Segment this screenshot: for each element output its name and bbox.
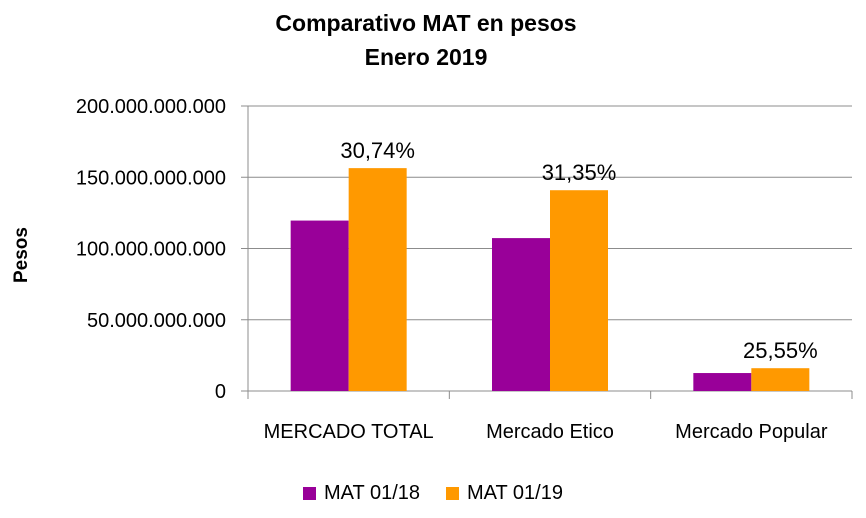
- legend-item-series-2: MAT 01/19: [446, 482, 563, 505]
- y-tick-label: 200.000.000.000: [76, 96, 226, 118]
- data-label: 30,74%: [340, 138, 415, 163]
- bar: [751, 368, 810, 391]
- y-tick-label: 100.000.000.000: [76, 239, 226, 261]
- x-tick-label: Mercado Popular: [675, 421, 828, 443]
- data-label: 25,55%: [743, 338, 818, 363]
- y-tick-label: 150.000.000.000: [76, 167, 226, 189]
- bar: [290, 220, 349, 391]
- x-tick-label: MERCADO TOTAL: [264, 421, 434, 443]
- bar: [492, 238, 550, 391]
- data-label: 31,35%: [542, 160, 617, 185]
- legend-label-series-2: MAT 01/19: [467, 482, 563, 504]
- legend-item-series-1: MAT 01/18: [303, 482, 420, 505]
- bar: [348, 168, 407, 391]
- bar: [550, 190, 608, 391]
- legend-swatch-series-1: [303, 487, 317, 500]
- chart-subtitle: Enero 2019: [364, 44, 488, 70]
- chart-title: Comparativo MAT en pesos: [275, 10, 577, 36]
- legend-label-series-1: MAT 01/18: [324, 482, 420, 504]
- y-tick-label: 50.000.000.000: [87, 310, 226, 332]
- bar: [693, 373, 752, 391]
- legend-swatch-series-2: [446, 487, 459, 500]
- y-tick-label: 0: [215, 381, 226, 403]
- x-tick-label: Mercado Etico: [486, 421, 614, 443]
- legend: MAT 01/18 MAT 01/19: [0, 482, 866, 505]
